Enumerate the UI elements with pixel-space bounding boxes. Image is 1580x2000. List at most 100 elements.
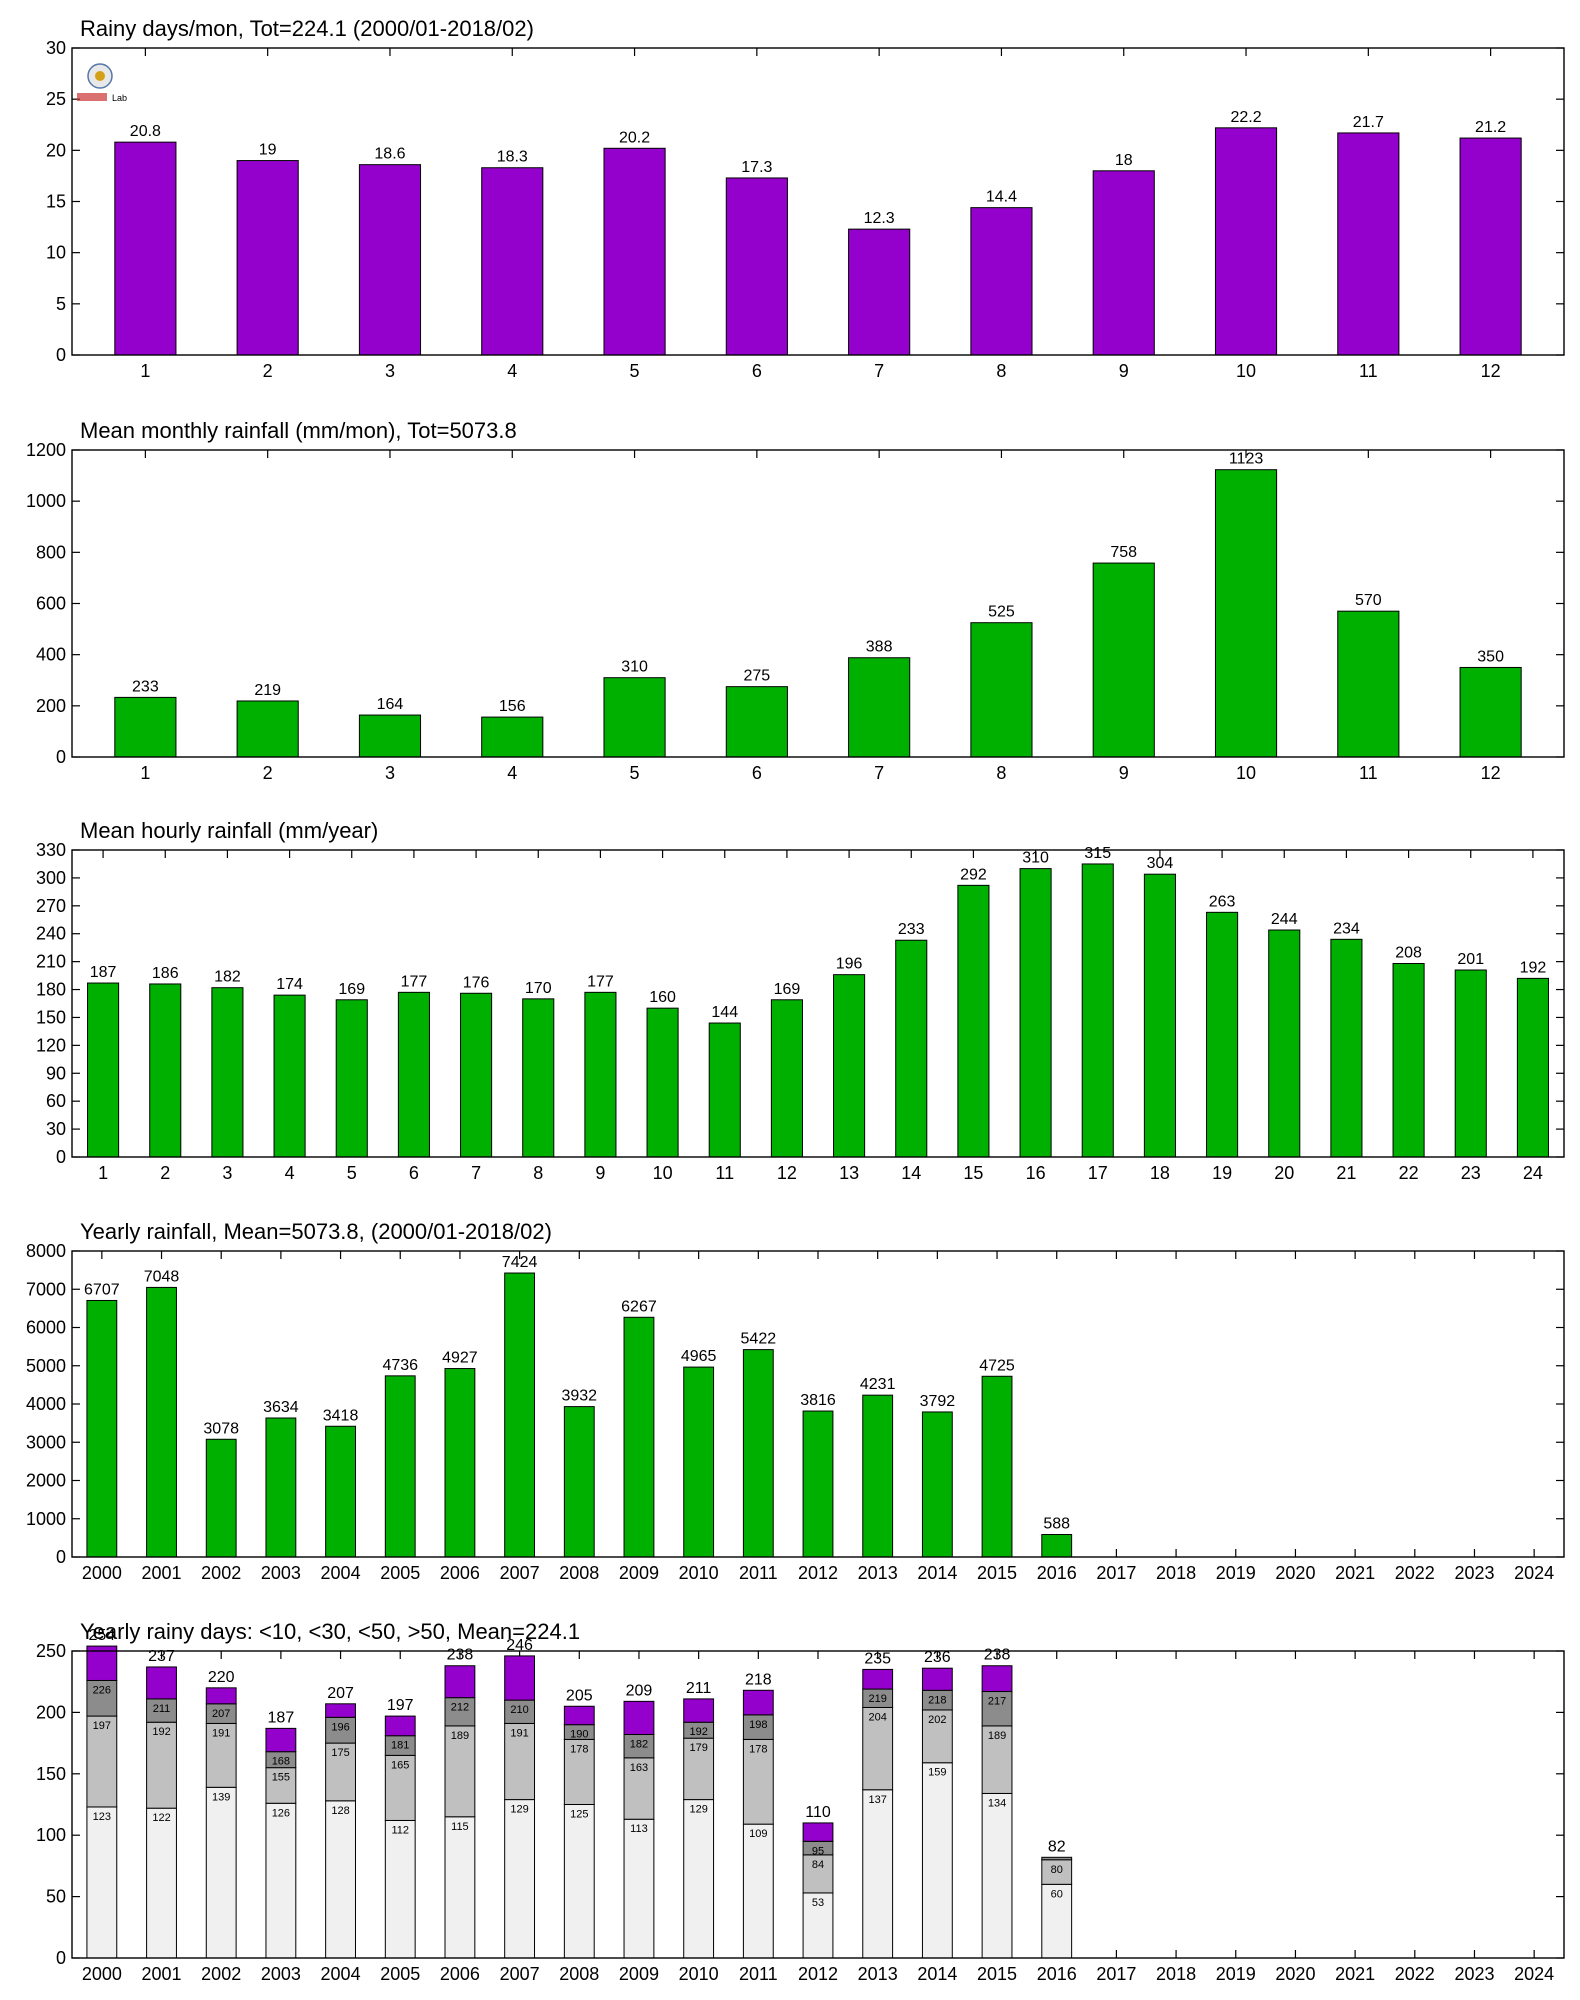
stack-segment-3: [384, 1715, 416, 1737]
total-label: 220: [208, 1669, 235, 1686]
bar: [1214, 127, 1278, 356]
stack-segment-1: [86, 1715, 118, 1808]
stack-segment-2: [1041, 1856, 1073, 1861]
segment-label: 123: [93, 1811, 111, 1823]
x-tick-label: 3: [222, 1163, 232, 1183]
stack-segment-3: [563, 1705, 595, 1726]
y-tick-label: 240: [36, 924, 66, 944]
bar: [646, 1007, 679, 1158]
x-tick-label: 5: [630, 361, 640, 381]
x-tick-label: 9: [1119, 361, 1129, 381]
segment-label: 139: [212, 1791, 230, 1803]
stack-segment-1: [742, 1738, 774, 1825]
bar: [481, 716, 544, 758]
y-tick-label: 300: [36, 868, 66, 888]
bar-value-label: 263: [1209, 893, 1236, 910]
segment-label: 191: [212, 1727, 230, 1739]
bar: [708, 1022, 741, 1158]
y-tick-label: 0: [56, 1547, 66, 1567]
x-tick-label: 2010: [679, 1964, 719, 1984]
x-tick-label: 2005: [380, 1964, 420, 1984]
bar-value-label: 169: [338, 981, 365, 998]
bar-value-label: 4965: [681, 1348, 717, 1365]
x-tick-label: 2016: [1037, 1563, 1077, 1583]
segment-label: 137: [869, 1794, 887, 1806]
stack-segment-3: [86, 1645, 118, 1681]
x-tick-label: 2010: [679, 1563, 719, 1583]
bar-value-label: 3634: [263, 1399, 299, 1416]
x-tick-label: 1: [140, 763, 150, 783]
bar-value-label: 20.8: [130, 123, 161, 140]
segment-label: 179: [689, 1742, 707, 1754]
bar: [1019, 868, 1052, 1158]
x-tick-label: 18: [1150, 1163, 1170, 1183]
y-tick-label: 400: [36, 645, 66, 665]
bar: [623, 1316, 655, 1558]
x-tick-label: 2017: [1096, 1964, 1136, 1984]
x-tick-label: 2002: [201, 1964, 241, 1984]
y-tick-label: 1000: [26, 1509, 66, 1529]
bar-value-label: 164: [377, 696, 404, 713]
x-tick-label: 2004: [321, 1964, 361, 1984]
stack-segment-1: [683, 1737, 715, 1801]
x-tick-label: 2000: [82, 1964, 122, 1984]
bar: [397, 991, 430, 1158]
total-label: 187: [268, 1709, 295, 1726]
stack-segment-2: [86, 1679, 118, 1717]
bar-value-label: 177: [587, 973, 614, 990]
bar-value-label: 310: [1022, 850, 1049, 867]
stack-segment-3: [742, 1689, 774, 1716]
bar-value-label: 7424: [502, 1254, 538, 1271]
bar: [981, 1375, 1013, 1558]
segment-label: 175: [331, 1747, 349, 1759]
x-tick-label: 4: [285, 1163, 295, 1183]
segment-label: 218: [928, 1694, 946, 1706]
bar-value-label: 187: [90, 964, 117, 981]
stack-segment-0: [563, 1804, 595, 1959]
segment-label: 165: [391, 1759, 409, 1771]
segment-label: 202: [928, 1714, 946, 1726]
y-tick-label: 8000: [26, 1241, 66, 1261]
bar-value-label: 22.2: [1230, 109, 1261, 126]
x-tick-label: 2011: [739, 1964, 778, 1984]
plot-frame: [71, 47, 1565, 356]
x-tick-label: 5: [630, 763, 640, 783]
total-label: 237: [148, 1648, 175, 1665]
y-tick-label: 800: [36, 542, 66, 562]
bar: [114, 696, 177, 758]
bar: [1337, 610, 1400, 758]
x-tick-label: 2001: [141, 1563, 181, 1583]
chart-title: Mean monthly rainfall (mm/mon), Tot=5073…: [80, 418, 517, 443]
x-tick-label: 6: [409, 1163, 419, 1183]
segment-label: 212: [451, 1702, 469, 1714]
bar: [1330, 938, 1363, 1158]
bar: [504, 1272, 536, 1558]
stack-segment-3: [802, 1822, 834, 1842]
segment-label: 219: [869, 1693, 887, 1705]
plot-frame: [71, 449, 1565, 758]
x-tick-label: 9: [595, 1163, 605, 1183]
y-tick-label: 90: [46, 1063, 66, 1083]
x-tick-label: 2: [263, 763, 273, 783]
bar-value-label: 233: [132, 678, 159, 695]
bar-value-label: 169: [774, 981, 801, 998]
x-tick-label: 14: [901, 1163, 921, 1183]
x-tick-label: 2006: [440, 1964, 480, 1984]
bar: [335, 999, 368, 1158]
bar: [211, 987, 244, 1158]
segment-label: 129: [510, 1804, 528, 1816]
x-tick-label: 16: [1026, 1163, 1046, 1183]
x-tick-label: 23: [1461, 1163, 1481, 1183]
x-tick-label: 20: [1274, 1163, 1294, 1183]
x-tick-label: 2014: [917, 1964, 957, 1984]
x-tick-label: 2004: [321, 1563, 361, 1583]
segment-label: 115: [451, 1821, 469, 1833]
segment-label: 122: [152, 1812, 170, 1824]
chart-panel-3: Mean hourly rainfall (mm/year)0306090120…: [36, 818, 1565, 1183]
logo-center-icon: [95, 71, 105, 81]
x-tick-label: 6: [752, 763, 762, 783]
y-tick-label: 60: [46, 1091, 66, 1111]
y-tick-label: 15: [46, 192, 66, 212]
y-tick-label: 100: [36, 1825, 66, 1845]
x-tick-label: 15: [963, 1163, 983, 1183]
